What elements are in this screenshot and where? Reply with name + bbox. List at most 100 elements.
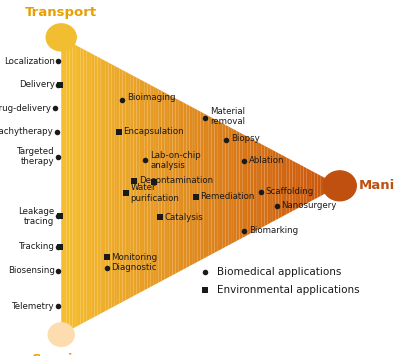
- Polygon shape: [231, 128, 234, 244]
- Polygon shape: [329, 180, 331, 192]
- Polygon shape: [287, 158, 290, 214]
- Text: Bioimaging: Bioimaging: [127, 93, 176, 102]
- Polygon shape: [262, 144, 265, 227]
- Polygon shape: [250, 138, 253, 234]
- Polygon shape: [153, 87, 156, 286]
- Polygon shape: [83, 49, 86, 323]
- Polygon shape: [117, 67, 120, 305]
- Polygon shape: [92, 54, 95, 318]
- Text: Encapsulation: Encapsulation: [123, 127, 184, 136]
- Polygon shape: [181, 101, 184, 271]
- Polygon shape: [100, 58, 103, 314]
- Text: Tracking: Tracking: [19, 242, 55, 251]
- Polygon shape: [162, 91, 164, 281]
- Text: Environmental applications: Environmental applications: [217, 285, 360, 295]
- Polygon shape: [292, 161, 295, 211]
- Text: Biomedical applications: Biomedical applications: [217, 267, 342, 277]
- Polygon shape: [315, 172, 318, 199]
- Polygon shape: [248, 137, 250, 235]
- Polygon shape: [217, 121, 220, 251]
- Polygon shape: [237, 131, 239, 241]
- Polygon shape: [239, 132, 242, 239]
- Polygon shape: [131, 74, 134, 298]
- Polygon shape: [298, 163, 301, 208]
- Polygon shape: [234, 130, 237, 242]
- Polygon shape: [98, 57, 100, 315]
- Polygon shape: [134, 76, 136, 296]
- Text: Diagnostic: Diagnostic: [111, 263, 157, 272]
- Polygon shape: [186, 104, 189, 268]
- Polygon shape: [70, 42, 72, 330]
- Polygon shape: [206, 115, 209, 257]
- Polygon shape: [167, 94, 170, 278]
- Text: Decontamination: Decontamination: [139, 176, 213, 185]
- Polygon shape: [86, 51, 89, 321]
- Polygon shape: [309, 169, 312, 202]
- Polygon shape: [253, 140, 256, 232]
- Polygon shape: [270, 149, 273, 223]
- Polygon shape: [175, 98, 178, 274]
- Polygon shape: [220, 122, 223, 250]
- Polygon shape: [170, 95, 173, 277]
- Text: Leakage
tracing: Leakage tracing: [18, 207, 55, 226]
- Polygon shape: [114, 66, 117, 307]
- Polygon shape: [184, 103, 186, 269]
- Polygon shape: [318, 174, 320, 198]
- Polygon shape: [278, 153, 281, 219]
- Polygon shape: [148, 83, 150, 288]
- Polygon shape: [111, 64, 114, 308]
- Polygon shape: [323, 177, 326, 195]
- Text: Brachytherapy: Brachytherapy: [0, 127, 53, 136]
- Polygon shape: [273, 150, 276, 221]
- Text: Material
removal: Material removal: [210, 107, 245, 126]
- Polygon shape: [303, 167, 306, 205]
- Polygon shape: [281, 155, 284, 217]
- Text: Biopsy: Biopsy: [231, 134, 260, 143]
- Text: Telemetry: Telemetry: [12, 302, 55, 311]
- Polygon shape: [267, 147, 270, 225]
- Polygon shape: [290, 159, 292, 213]
- Polygon shape: [64, 39, 67, 333]
- Polygon shape: [145, 82, 148, 290]
- Polygon shape: [337, 184, 340, 187]
- Polygon shape: [125, 72, 128, 300]
- Polygon shape: [67, 40, 70, 332]
- Polygon shape: [192, 107, 195, 265]
- Polygon shape: [223, 124, 226, 248]
- Polygon shape: [103, 60, 106, 312]
- Circle shape: [46, 24, 76, 51]
- Polygon shape: [284, 156, 287, 216]
- Polygon shape: [209, 116, 212, 256]
- Polygon shape: [61, 37, 64, 335]
- Polygon shape: [295, 162, 298, 210]
- Text: Targeted
therapy: Targeted therapy: [17, 147, 55, 166]
- Polygon shape: [312, 171, 315, 201]
- Text: Delivery: Delivery: [19, 80, 55, 89]
- Text: Catalysis: Catalysis: [165, 213, 203, 222]
- Text: Localization: Localization: [4, 57, 55, 66]
- Polygon shape: [228, 126, 231, 245]
- Polygon shape: [200, 112, 203, 260]
- Polygon shape: [242, 134, 245, 238]
- Polygon shape: [156, 88, 159, 284]
- Circle shape: [48, 323, 74, 346]
- Polygon shape: [159, 89, 162, 283]
- Text: Water
purification: Water purification: [130, 183, 179, 203]
- Polygon shape: [265, 146, 267, 226]
- Polygon shape: [150, 85, 153, 287]
- Text: Drug-delivery: Drug-delivery: [0, 104, 51, 113]
- Polygon shape: [301, 165, 303, 207]
- Text: Ablation: Ablation: [249, 156, 284, 166]
- Text: Scaffolding: Scaffolding: [265, 187, 314, 196]
- Polygon shape: [81, 48, 83, 324]
- Polygon shape: [198, 110, 200, 262]
- Text: Sensing: Sensing: [32, 353, 91, 356]
- Text: Remediation: Remediation: [200, 192, 255, 201]
- Polygon shape: [245, 135, 248, 236]
- Polygon shape: [326, 178, 329, 193]
- Polygon shape: [164, 92, 167, 279]
- Polygon shape: [139, 79, 142, 293]
- Polygon shape: [122, 70, 125, 302]
- Polygon shape: [173, 97, 175, 275]
- Polygon shape: [226, 125, 228, 247]
